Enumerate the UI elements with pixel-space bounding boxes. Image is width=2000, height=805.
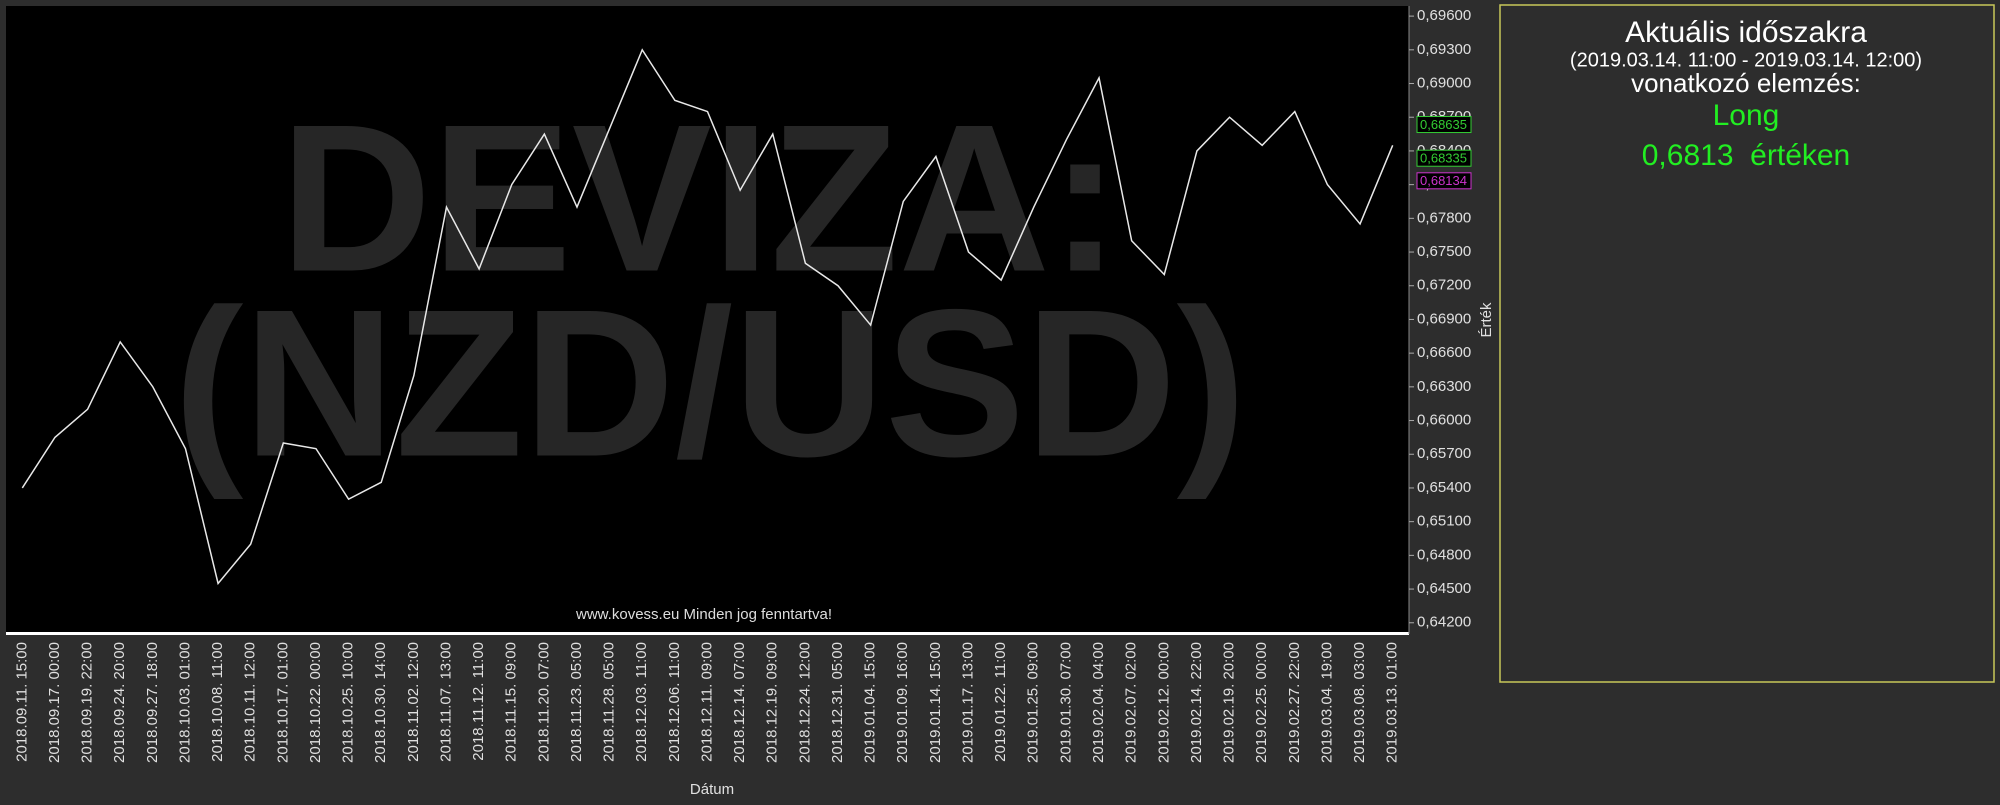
x-tick-label: 2018.09.27. 18:00 — [144, 642, 161, 763]
x-tick-label: 2018.12.24. 12:00 — [796, 642, 813, 763]
y-tick-label: 0,65400 — [1417, 479, 1471, 496]
price-tag — [1416, 172, 1472, 190]
x-tick-label: 2018.11.02. 12:00 — [405, 642, 422, 762]
x-tick-label: 2019.01.30. 07:00 — [1057, 642, 1074, 763]
x-tick-label: 2018.12.03. 11:00 — [633, 642, 650, 762]
x-tick-label: 2018.10.17. 01:00 — [274, 642, 291, 763]
y-tick-label: 0,69600 — [1417, 7, 1471, 24]
price-tag-label: 0,68134 — [1420, 173, 1467, 188]
y-tick-label: 0,64200 — [1417, 614, 1471, 631]
x-tick-label: 2018.10.30. 14:00 — [372, 642, 389, 763]
x-tick-label: 2018.12.06. 11:00 — [666, 642, 683, 762]
footer: www.kovess.eu Minden jog fenntartva! — [575, 606, 832, 623]
x-tick-label: 2018.12.19. 09:00 — [764, 642, 781, 763]
x-tick-label: 2019.01.14. 15:00 — [927, 642, 944, 763]
watermark: (NZD/USD) — [173, 265, 1246, 500]
x-tick-label: 2018.10.03. 01:00 — [176, 642, 193, 763]
y-tick-label: 0,67500 — [1417, 243, 1471, 260]
x-tick-label: 2018.10.22. 00:00 — [307, 642, 324, 763]
price-tag — [1416, 116, 1472, 134]
y-tick-label: 0,69000 — [1417, 74, 1471, 91]
analysis-panel — [1499, 4, 1995, 683]
x-tick-label: 2019.02.25. 00:00 — [1253, 642, 1270, 763]
x-axis-title: Dátum — [690, 781, 734, 798]
y-axis-title: Érték — [1478, 302, 1495, 338]
x-tick-label: 2019.01.17. 13:00 — [959, 642, 976, 763]
x-tick-label: 2019.02.27. 22:00 — [1286, 642, 1303, 763]
x-tick-label: 2019.02.04. 04:00 — [1090, 642, 1107, 763]
y-tick-label: 0,69300 — [1417, 41, 1471, 58]
watermark: DEVIZA: — [280, 80, 1120, 315]
y-tick-label: 0,67800 — [1417, 209, 1471, 226]
y-tick-label: 0,67200 — [1417, 277, 1471, 294]
x-tick-label: 2019.02.07. 02:00 — [1123, 642, 1140, 763]
x-tick-label: 2019.02.19. 20:00 — [1221, 642, 1238, 763]
price-tag-label: 0,68335 — [1420, 151, 1467, 166]
x-tick-label: 2018.11.23. 05:00 — [568, 642, 585, 762]
y-tick-label: 0,64800 — [1417, 546, 1471, 563]
panel-title: Aktuális időszakra — [1625, 16, 1867, 49]
x-tick-label: 2018.09.24. 20:00 — [111, 642, 128, 763]
x-tick-label: 2018.10.11. 12:00 — [242, 642, 259, 762]
x-tick-label: 2018.12.31. 05:00 — [829, 642, 846, 763]
x-tick-label: 2019.02.12. 00:00 — [1155, 642, 1172, 763]
x-tick-label: 2019.02.14. 22:00 — [1188, 642, 1205, 763]
price-line — [21, 48, 1394, 586]
x-tick-label: 2018.11.12. 11:00 — [470, 642, 487, 761]
panel-signal: Long — [1713, 99, 1780, 132]
x-tick-label: 2018.09.17. 00:00 — [46, 642, 63, 763]
y-tick-label: 0,66000 — [1417, 412, 1471, 429]
x-tick-label: 2019.03.08. 03:00 — [1351, 642, 1368, 763]
y-tick-label: 0,66900 — [1417, 310, 1471, 327]
y-tick-label: 0,64500 — [1417, 580, 1471, 597]
x-tick-label: 2018.11.28. 05:00 — [601, 642, 618, 762]
x-tick-label: 2019.01.22. 11:00 — [992, 642, 1009, 762]
y-tick-label: 0,65700 — [1417, 445, 1471, 462]
price-tag — [1416, 149, 1472, 167]
x-tick-label: 2018.10.25. 10:00 — [340, 642, 357, 763]
x-tick-label: 2019.03.04. 19:00 — [1318, 642, 1335, 763]
y-tick-label: 0,66600 — [1417, 344, 1471, 361]
x-tick-label: 2018.10.08. 11:00 — [209, 642, 226, 762]
x-tick-label: 2018.12.14. 07:00 — [731, 642, 748, 763]
panel-price: 0,6813 értéken — [1642, 139, 1851, 172]
price-tag-label: 0,68635 — [1420, 117, 1467, 132]
x-tick-label: 2018.11.07. 13:00 — [437, 642, 454, 762]
x-tick-label: 2018.09.19. 22:00 — [79, 642, 96, 763]
panel-period: (2019.03.14. 11:00 - 2019.03.14. 12:00) — [1570, 49, 1922, 71]
x-tick-label: 2018.12.11. 09:00 — [698, 642, 715, 762]
x-tick-label: 2019.01.04. 15:00 — [862, 642, 879, 763]
y-tick-label: 0,65100 — [1417, 513, 1471, 530]
x-tick-label: 2018.09.11. 15:00 — [13, 642, 30, 762]
panel-subtitle: vonatkozó elemzés: — [1631, 68, 1861, 98]
x-tick-label: 2019.03.13. 01:00 — [1384, 642, 1401, 763]
x-tick-label: 2018.11.15. 09:00 — [503, 642, 520, 762]
x-tick-label: 2018.11.20. 07:00 — [535, 642, 552, 762]
x-tick-label: 2019.01.25. 09:00 — [1025, 642, 1042, 763]
plot-area — [6, 6, 1409, 634]
x-axis-line — [6, 632, 1409, 635]
x-tick-label: 2019.01.09. 16:00 — [894, 642, 911, 763]
y-tick-label: 0,66300 — [1417, 378, 1471, 395]
